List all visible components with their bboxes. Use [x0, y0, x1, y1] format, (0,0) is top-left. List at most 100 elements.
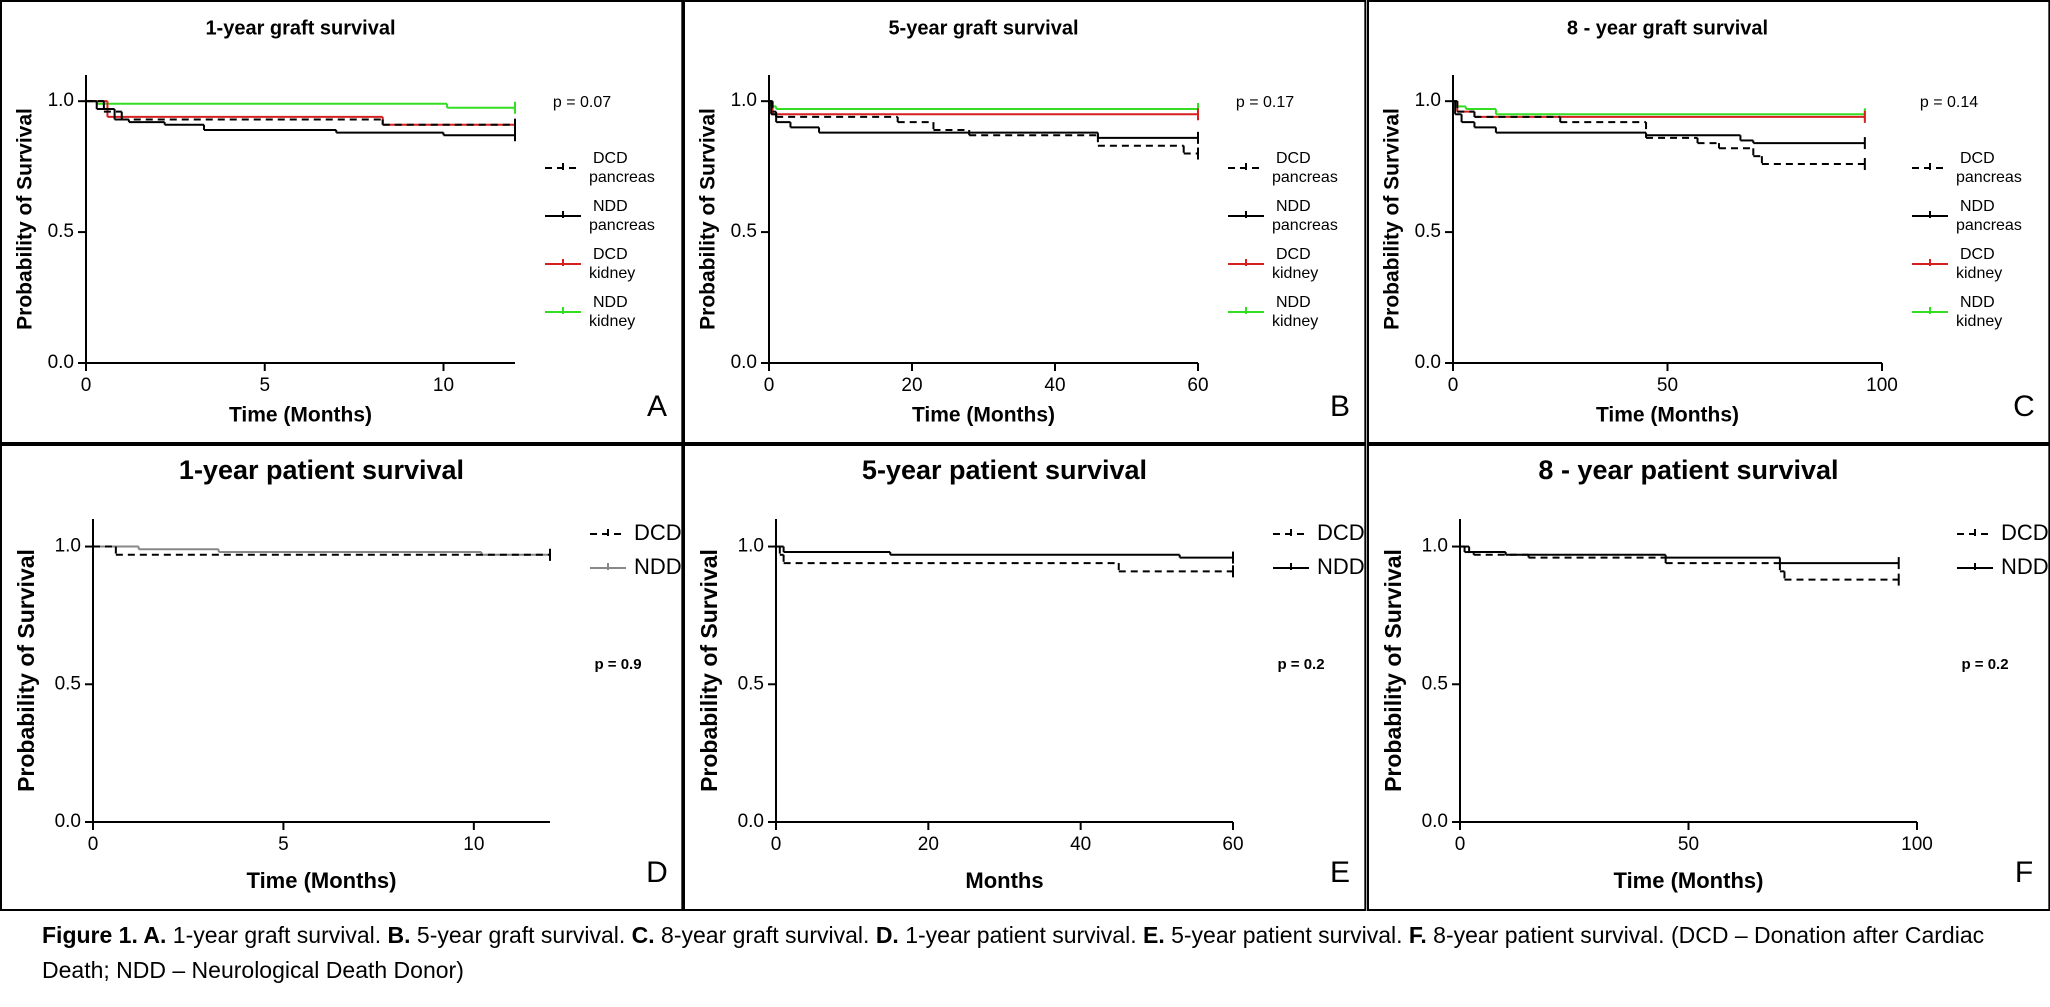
x-tick-label: 0 [764, 375, 775, 396]
panel-border [683, 0, 1367, 444]
x-tick-label: 0 [81, 375, 92, 396]
legend-label: NDD kidney [1956, 294, 2002, 330]
chart-panel: 1-year graft survival Ap = 0.07 0.0 0.5 1.0 0… [0, 0, 684, 444]
annotation: p = 0.14 [1920, 94, 1978, 111]
caption-part: C. [631, 922, 655, 948]
legend-label: NDD pancreas [589, 198, 655, 234]
survival-curve [86, 100, 515, 137]
y-tick-label: 1.0 [48, 90, 74, 111]
y-tick-label: 0.0 [48, 352, 74, 373]
panel-letter: A [647, 390, 667, 423]
caption-part: 8-year graft survival. [654, 922, 876, 948]
chart-title: 8 - year graft survival [1567, 17, 1768, 39]
y-axis-label: Probability of Survival [1380, 549, 1406, 792]
legend-label: DCD [1317, 520, 1365, 545]
y-axis-label: Probability of Survival [14, 108, 37, 330]
survival-curve [1452, 100, 1865, 145]
x-tick-label: 10 [463, 834, 484, 855]
legend-label: NDD [1317, 554, 1365, 579]
chart-panel: 8 - year graft survival Cp = 0.14 0.0 0.5 1.… [1366, 0, 2050, 444]
legend-label: DCD pancreas [1272, 150, 1338, 186]
annotation: p = 0.17 [1236, 94, 1294, 111]
x-tick-label: 5 [259, 375, 270, 396]
x-tick-label: 100 [1866, 375, 1898, 396]
survival-curve [769, 100, 1199, 155]
annotation: p = 0.2 [1278, 656, 1325, 673]
y-axis-label: Probability of Survival [13, 549, 39, 792]
legend-label: NDD pancreas [1272, 198, 1338, 234]
survival-curve [769, 100, 1199, 116]
caption-part: Figure 1. A. [42, 922, 167, 948]
x-tick-label: 20 [918, 834, 939, 855]
caption-part: 5-year graft survival. [410, 922, 632, 948]
panel-border [1366, 444, 2050, 911]
panel-border [683, 444, 1367, 911]
legend-label: NDD [2001, 554, 2049, 579]
survival-curve [93, 545, 550, 556]
survival-curve [776, 545, 1234, 559]
y-tick-label: 0.0 [731, 352, 757, 373]
survival-curve [1452, 100, 1865, 116]
y-axis-label: Probability of Survival [1380, 108, 1403, 330]
caption-part: F. [1408, 922, 1427, 948]
chart-title: 1-year patient survival [179, 455, 464, 485]
panel-border [0, 0, 684, 444]
y-tick-label: 0.5 [738, 673, 764, 694]
x-tick-label: 10 [433, 375, 454, 396]
panel-border [1366, 0, 2050, 444]
x-axis-label: Time (Months) [247, 868, 397, 893]
y-tick-label: 1.0 [1414, 90, 1440, 111]
chart-title: 1-year graft survival [205, 17, 395, 39]
caption-part: B. [387, 922, 411, 948]
caption-part: 1-year graft survival. [166, 922, 388, 948]
legend-label: NDD pancreas [1956, 198, 2022, 234]
legend-label: NDD [634, 554, 682, 579]
x-tick-label: 50 [1678, 834, 1699, 855]
x-axis-label: Time (Months) [1596, 404, 1739, 427]
legend-label: DCD pancreas [589, 150, 655, 186]
caption-part: 5-year patient survival. [1164, 922, 1409, 948]
x-tick-label: 40 [1070, 834, 1091, 855]
caption-part: E. [1142, 922, 1165, 948]
y-tick-label: 0.0 [1414, 352, 1440, 373]
annotation: p = 0.07 [553, 94, 611, 111]
legend-label: DCD pancreas [1956, 150, 2022, 186]
x-axis-label: Time (Months) [1613, 868, 1763, 893]
panel-letter: C [2013, 390, 2035, 423]
y-tick-label: 0.0 [738, 811, 764, 832]
legend-label: DCD [2001, 520, 2049, 545]
caption-part: 8-year patient survival. (DCD – Donation… [42, 922, 1991, 983]
survival-curve [1459, 545, 1899, 581]
annotation: p = 0.2 [1961, 656, 2008, 673]
y-tick-label: 0.5 [55, 673, 81, 694]
caption-part: D. [875, 922, 899, 948]
caption-part: 1-year patient survival. [898, 922, 1143, 948]
x-tick-label: 20 [902, 375, 923, 396]
chart-title: 8 - year patient survival [1538, 455, 1838, 485]
x-tick-label: 100 [1901, 834, 1933, 855]
x-tick-label: 0 [1447, 375, 1458, 396]
y-tick-label: 1.0 [1421, 536, 1447, 557]
chart-panel: 1-year patient survival Dp = 0.9 0.0 0.5 1.0… [0, 444, 684, 911]
survival-curve [1452, 100, 1865, 166]
chart-title: 5-year patient survival [862, 455, 1147, 485]
panel-letter: D [646, 856, 668, 889]
legend-label: DCD kidney [589, 246, 635, 282]
y-axis-label: Probability of Survival [696, 549, 722, 792]
x-axis-label: Time (Months) [229, 404, 372, 427]
y-tick-label: 0.5 [48, 221, 74, 242]
x-tick-label: 60 [1188, 375, 1209, 396]
panel-border [0, 444, 684, 911]
legend-label: DCD [634, 520, 682, 545]
y-tick-label: 1.0 [738, 536, 764, 557]
chart-title: 5-year graft survival [889, 17, 1079, 39]
chart-panel: 5-year graft survival Bp = 0.17 0.0 0.5 1.0 0… [683, 0, 1367, 444]
x-tick-label: 60 [1223, 834, 1244, 855]
y-tick-label: 0.5 [1421, 673, 1447, 694]
annotation: p = 0.9 [594, 656, 641, 673]
caption: Figure 1. A. 1-year graft survival. B. 5… [42, 918, 2032, 988]
x-tick-label: 5 [278, 834, 289, 855]
y-tick-label: 1.0 [731, 90, 757, 111]
survival-curve [769, 100, 1199, 139]
